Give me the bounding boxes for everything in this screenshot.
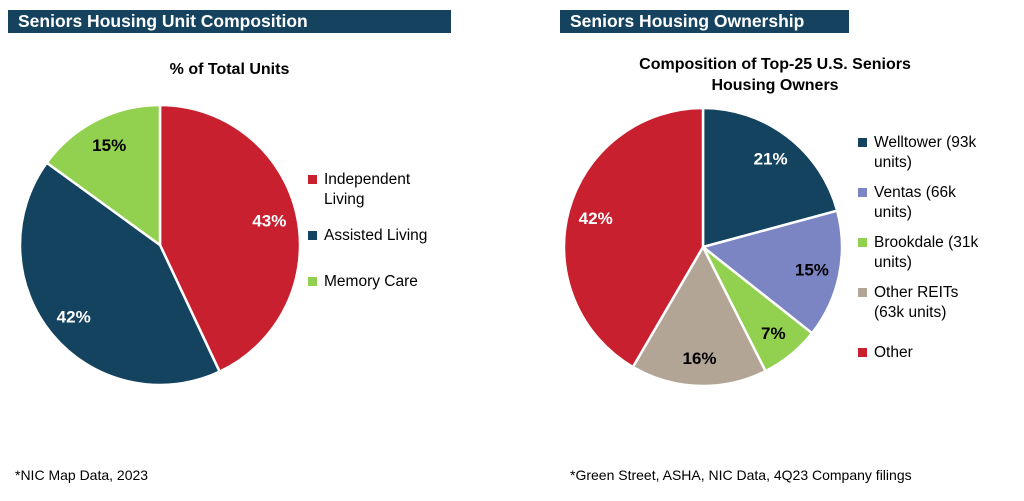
right-chart-title: Composition of Top-25 U.S. Seniors Housi… [639, 56, 911, 94]
legend-swatch-icon [308, 231, 317, 240]
left-chart-title: % of Total Units [169, 61, 290, 78]
legend-swatch-icon [308, 277, 317, 286]
legend-entry: Other REITs (63k units) [858, 278, 1008, 328]
legend-label: Other REITs (63k units) [874, 284, 959, 321]
legend-item: Brookdale (31k units) [858, 233, 980, 273]
pie-slice [701, 106, 839, 249]
unit-composition-pie-chart: 43% 42% 15% [18, 103, 302, 387]
legend-item: Other [858, 343, 980, 363]
legend-item: Welltower (93k units) [858, 133, 980, 173]
legend-item: Other REITs (63k units) [858, 283, 980, 323]
pie-slice [18, 161, 221, 387]
right-panel-header: Seniors Housing Ownership [560, 10, 849, 33]
legend-swatch-icon [308, 175, 317, 184]
ownership-legend: Welltower (93k units) Ventas (66k units) B… [858, 128, 1008, 378]
legend-entry: Independent Living [308, 167, 448, 213]
left-panel-header: Seniors Housing Unit Composition [8, 10, 451, 33]
legend-label: Other [874, 344, 913, 361]
legend-label: Ventas (66k units) [874, 184, 956, 221]
legend-swatch-icon [858, 188, 867, 197]
legend-label: Independent Living [324, 171, 411, 208]
legend-label: Welltower (93k units) [874, 134, 977, 171]
legend-label: Memory Care [324, 273, 418, 290]
pie-data-label: 42% [579, 209, 613, 228]
legend-entry: Brookdale (31k units) [858, 228, 1008, 278]
left-source-note: *NIC Map Data, 2023 [15, 467, 149, 483]
legend-swatch-icon [858, 138, 867, 147]
pie-slice [45, 103, 162, 247]
pie-data-label: 16% [682, 349, 716, 368]
legend-swatch-icon [858, 288, 867, 297]
pie-data-label: 43% [252, 212, 286, 231]
legend-entry: Welltower (93k units) [858, 128, 1008, 178]
pie-data-label: 15% [795, 260, 829, 279]
pie-slice [158, 103, 302, 373]
pie-slice [631, 245, 767, 388]
pie-data-label: 21% [754, 150, 788, 169]
legend-entry: Assisted Living [308, 213, 448, 259]
ownership-pie-chart: 21% 15% 7% 16% 42% [562, 106, 844, 388]
legend-entry: Memory Care [308, 259, 448, 305]
legend-entry: Ventas (66k units) [858, 178, 1008, 228]
legend-item: Memory Care [308, 272, 442, 292]
pie-slice [701, 209, 844, 335]
legend-swatch-icon [858, 348, 867, 357]
legend-entry: Other [858, 328, 1008, 378]
pie-data-label: 7% [761, 324, 786, 343]
legend-label: Assisted Living [324, 227, 428, 244]
legend-swatch-icon [858, 238, 867, 247]
unit-composition-legend: Independent Living Assisted Living Memory … [308, 167, 448, 305]
legend-label: Brookdale (31k units) [874, 234, 979, 271]
right-source-note: *Green Street, ASHA, NIC Data, 4Q23 Comp… [570, 467, 912, 483]
legend-item: Assisted Living [308, 226, 442, 246]
pie-data-label: 15% [92, 136, 126, 155]
legend-item: Ventas (66k units) [858, 183, 980, 223]
legend-item: Independent Living [308, 170, 442, 210]
pie-slice [562, 106, 705, 369]
pie-data-label: 42% [57, 307, 91, 326]
